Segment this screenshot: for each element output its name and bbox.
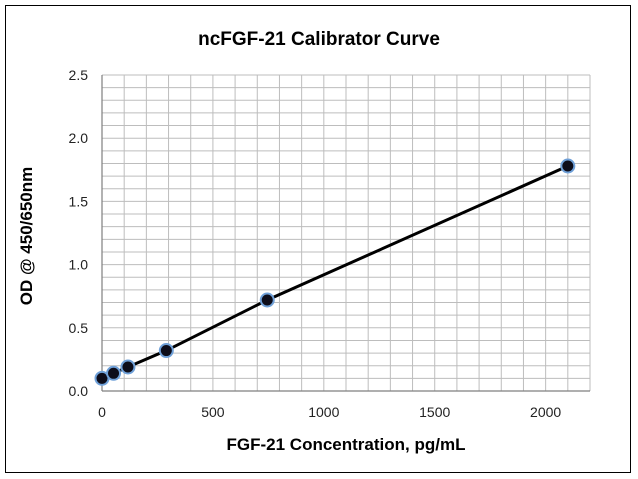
- y-axis-label: OD @ 450/650nm: [17, 167, 36, 305]
- grid: [101, 74, 591, 392]
- y-tick-label: 1.0: [69, 257, 89, 273]
- data-point: [106, 365, 122, 381]
- y-tick-label: 0.0: [69, 383, 89, 399]
- data-point: [158, 343, 174, 359]
- data-point: [120, 359, 136, 375]
- x-tick-label: 1500: [419, 404, 450, 420]
- x-axis-ticks: 0 500 1000 1500 2000: [98, 404, 561, 420]
- x-tick-label: 2000: [530, 404, 561, 420]
- y-tick-label: 1.5: [69, 193, 89, 209]
- x-tick-label: 1000: [308, 404, 339, 420]
- data-series: [94, 158, 576, 386]
- x-tick-label: 0: [98, 404, 106, 420]
- x-tick-label: 500: [201, 404, 225, 420]
- y-tick-label: 2.5: [69, 67, 89, 83]
- chart-title: ncFGF-21 Calibrator Curve: [198, 29, 440, 50]
- data-point: [259, 292, 275, 308]
- y-tick-label: 2.0: [69, 130, 89, 146]
- y-axis-ticks: 0.0 0.5 1.0 1.5 2.0 2.5: [69, 67, 89, 399]
- x-axis-label: FGF-21 Concentration, pg/mL: [227, 435, 466, 454]
- y-tick-label: 0.5: [69, 320, 89, 336]
- data-point: [560, 158, 576, 174]
